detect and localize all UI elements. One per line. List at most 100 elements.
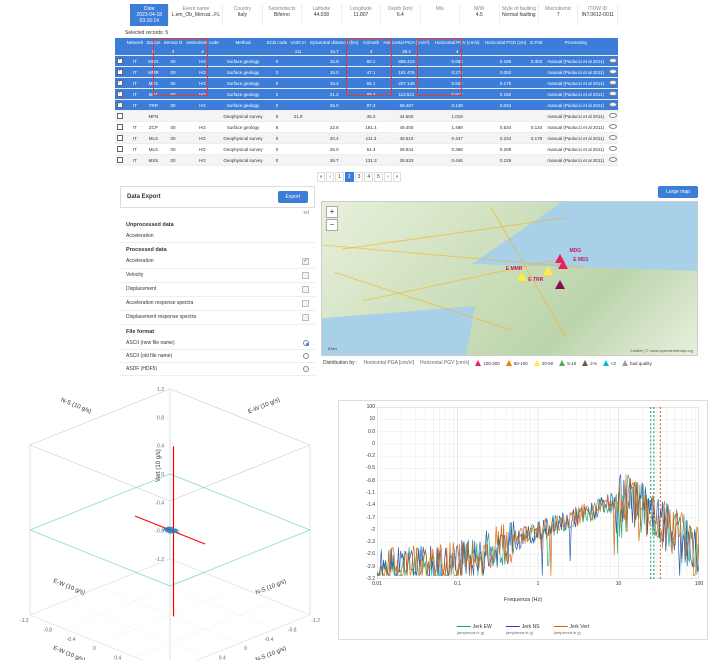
filter-cell[interactable]: 16.7 [307,47,361,56]
filter-cell[interactable] [221,47,265,56]
filter-cell[interactable]: 4 [162,47,184,56]
radio-icon[interactable] [303,353,309,359]
view-icon[interactable] [609,146,617,151]
export-button[interactable]: Export [278,191,308,203]
checkbox-icon[interactable] [302,314,309,321]
export-option-row[interactable]: Displacement response spectra [120,311,315,325]
row-checkbox[interactable] [117,80,123,86]
table-header[interactable]: Horizontal PGV (cm/s) [432,38,482,47]
cell-actions[interactable] [607,67,618,78]
export-option-row[interactable]: Acceleration response spectra [120,297,315,311]
table-row[interactable]: IT MS1 00 HG Surface geology 0 21.2 89.3… [115,89,618,100]
row-checkbox-cell[interactable] [115,89,125,100]
table-header[interactable]: Horizontal PGA (cm/s²) [381,38,432,47]
filter-cell[interactable]: 111 [289,47,307,56]
row-checkbox[interactable] [117,157,123,163]
map-marker[interactable] [543,266,553,275]
row-checkbox[interactable] [117,102,123,108]
export-option-row[interactable]: Velocity [120,269,315,283]
table-header[interactable]: Network [125,38,145,47]
map-marker[interactable] [517,272,527,281]
cell-actions[interactable] [607,100,618,111]
export-option-row[interactable]: Acceleration [120,255,315,269]
view-icon[interactable] [609,135,617,140]
zoom-in-button[interactable]: + [326,206,338,218]
row-checkbox-cell[interactable] [115,56,125,67]
row-checkbox[interactable] [117,113,123,119]
cell-actions[interactable] [607,155,618,166]
checkbox-icon[interactable] [302,272,309,279]
table-header[interactable]: Processing [544,38,607,47]
filter-cell[interactable] [544,47,607,56]
table-header[interactable]: Horizontal PGD (cm) [482,38,529,47]
cell-actions[interactable] [607,122,618,133]
pager-item[interactable]: 3 [355,172,364,182]
row-checkbox[interactable] [117,69,123,75]
checkbox-icon[interactable] [302,286,309,293]
export-option-row[interactable]: ASCII (old file name) [120,350,315,363]
radio-icon[interactable] [303,340,309,346]
filter-cell[interactable] [265,47,289,56]
map-area[interactable]: + − MDGE MD1E MMRE TRR 5 km Leaflet | © … [321,201,698,356]
checkbox-icon[interactable] [302,300,309,307]
view-icon[interactable] [609,91,617,96]
cell-actions[interactable] [607,144,618,155]
legend-tab[interactable]: Horizontal PGV [cm/s] [420,360,469,366]
filter-cell[interactable] [529,47,545,56]
table-row[interactable]: MFN Geophysical survey 0 21.9 46.3 44.60… [115,111,618,122]
view-icon[interactable] [609,69,617,74]
row-checkbox-cell[interactable] [115,67,125,78]
pager-item[interactable]: « [317,172,326,182]
cell-actions[interactable] [607,133,618,144]
pager-item[interactable]: 4 [364,172,373,182]
table-header[interactable] [607,38,618,47]
legend-tab[interactable]: Horizontal PGA [cm/s²] [363,360,414,366]
cell-actions[interactable] [607,78,618,89]
pager-item[interactable]: 5 [374,172,383,182]
row-checkbox-cell[interactable] [115,122,125,133]
row-checkbox-cell[interactable] [115,100,125,111]
table-header[interactable]: Station [145,38,162,47]
table-header[interactable]: E.PsE [529,38,545,47]
row-checkbox-cell[interactable] [115,111,125,122]
filter-cell[interactable]: 36.2 [381,47,432,56]
row-checkbox-cell[interactable] [115,144,125,155]
filter-cell[interactable] [125,47,145,56]
filter-cell[interactable]: 4 [184,47,221,56]
filter-cell[interactable] [607,47,618,56]
row-checkbox[interactable] [117,91,123,97]
row-checkbox[interactable] [117,146,123,152]
export-option-row[interactable]: ASDF (HDF5) [120,363,315,376]
cell-actions[interactable] [607,56,618,67]
row-checkbox-cell[interactable] [115,155,125,166]
table-header[interactable]: Vs30 m [289,38,307,47]
table-row[interactable]: IT MMR 00 HG Surface geology 0 15.0 47.1… [115,67,618,78]
view-icon[interactable] [609,113,617,118]
zoom-out-button[interactable]: − [326,219,338,231]
cell-actions[interactable] [607,111,618,122]
pager-item[interactable]: ‹ [326,172,334,182]
pager-item[interactable]: » [393,172,402,182]
cell-actions[interactable] [607,89,618,100]
export-option-row[interactable]: Acceleration [120,230,315,243]
filter-cell[interactable]: 5 [145,47,162,56]
table-header[interactable]: Azimuth [361,38,381,47]
export-option-row[interactable]: ASCII (new file name) [120,337,315,350]
export-option-row[interactable]: Displacement [120,283,315,297]
view-icon[interactable] [609,124,617,129]
table-header[interactable]: Epicentral distance (km) [307,38,361,47]
row-checkbox-cell[interactable] [115,133,125,144]
table-row[interactable]: IT MDG 00 HG Surface geology 0 15.9 60.1… [115,56,618,67]
table-row[interactable]: IT ZCP 00 HG Surface geology 8 22.8 181.… [115,122,618,133]
table-row[interactable]: IT MLS 00 HG Geophysical survey 0 26.0 5… [115,144,618,155]
pager-item[interactable]: 1 [335,172,344,182]
view-icon[interactable] [609,157,617,162]
table-header[interactable]: Instrument code [184,38,221,47]
row-checkbox[interactable] [117,58,123,64]
row-checkbox-cell[interactable] [115,78,125,89]
table-row[interactable]: IT MD1 00 HG Surface geology 0 16.4 65.1… [115,78,618,89]
pager-item[interactable]: › [384,172,392,182]
table-header[interactable] [115,38,125,47]
view-icon[interactable] [609,58,617,63]
table-header[interactable]: Method [221,38,265,47]
